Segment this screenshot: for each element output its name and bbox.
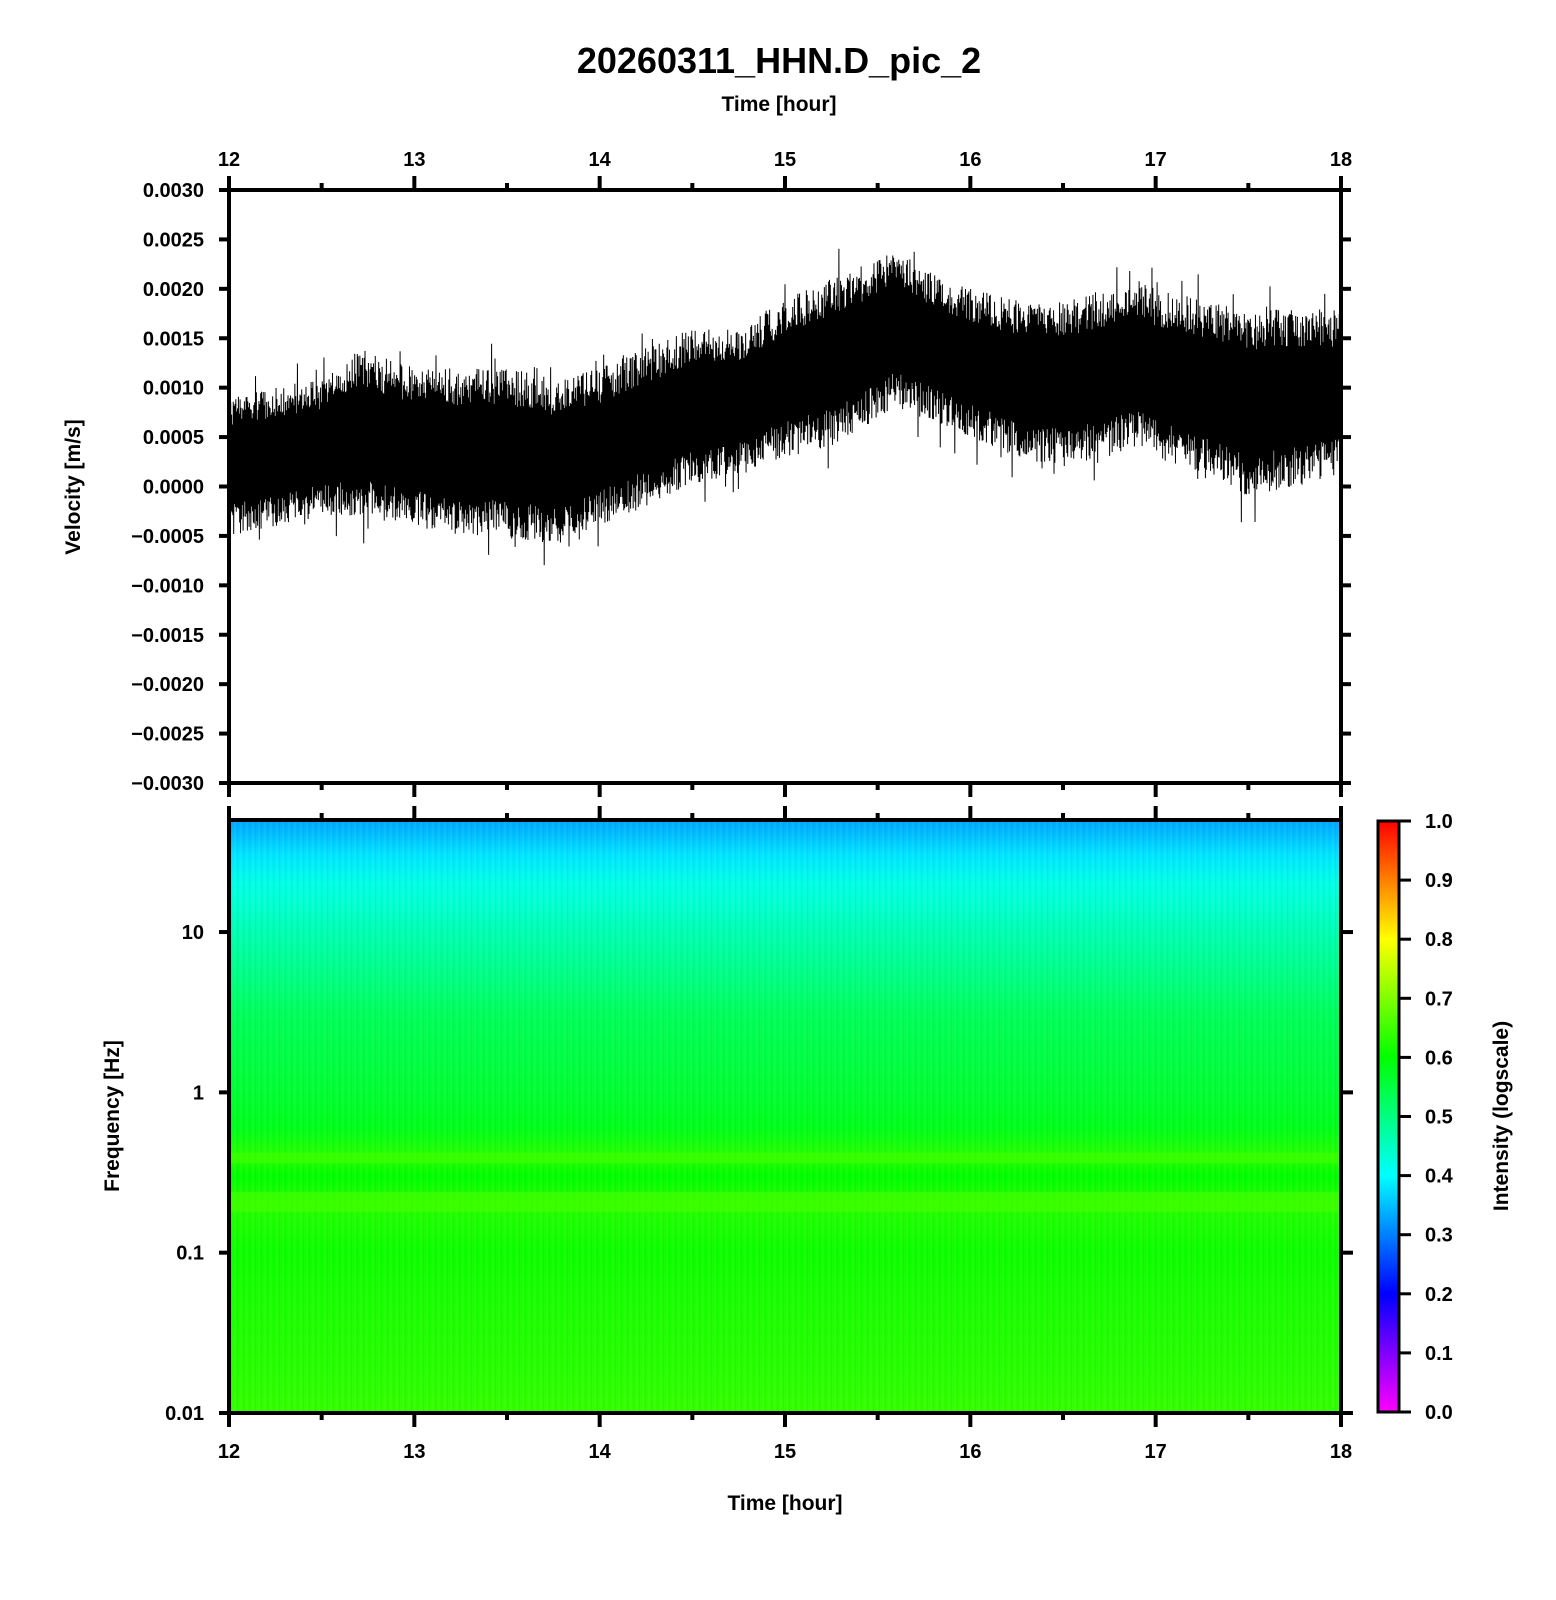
top-x-axis-label: Time [hour] xyxy=(721,93,836,116)
colorbar-gradient xyxy=(1376,819,1401,1414)
waveform-y-tick-label: 0.0015 xyxy=(143,328,204,350)
waveform-y-tick-label: −0.0025 xyxy=(131,724,204,746)
waveform-top-x-tick-label: 14 xyxy=(589,149,612,171)
spectrogram-bottom-x-tick-label: 17 xyxy=(1145,1441,1167,1463)
spectrogram-band xyxy=(229,1191,1341,1212)
spectrogram-bottom-x-tick-label: 13 xyxy=(403,1441,425,1463)
colorbar-tick-label: 0.1 xyxy=(1425,1343,1453,1365)
spectrogram-bottom-x-tick-label: 18 xyxy=(1330,1441,1352,1463)
spectrogram-band xyxy=(229,1152,1341,1164)
spectrogram-bottom-x-tick-label: 16 xyxy=(959,1441,981,1463)
velocity-waveform-trace xyxy=(228,248,1342,566)
bottom-x-axis-label: Time [hour] xyxy=(727,1492,842,1515)
waveform-y-tick-label: 0.0005 xyxy=(143,427,204,449)
waveform-bottom-x-ticks xyxy=(227,783,1343,797)
waveform-top-x-tick-label: 17 xyxy=(1145,149,1167,171)
spectrogram-y-tick-label: 10 xyxy=(182,922,204,944)
waveform-y-tick-label: 0.0025 xyxy=(143,229,204,251)
waveform-panel: 12 13 14 15 16 17 18 0.00300.00250.00200.00150… xyxy=(62,149,1352,797)
colorbar-tick-label: 0.2 xyxy=(1425,1284,1453,1306)
waveform-top-x-tick-label: 13 xyxy=(403,149,425,171)
spectrogram-y-tick-label: 0.01 xyxy=(165,1403,204,1425)
colorbar-tick-label: 0.9 xyxy=(1425,870,1453,892)
colorbar-tick-label: 0.6 xyxy=(1425,1047,1453,1069)
waveform-y-tick-label: −0.0030 xyxy=(131,773,204,795)
waveform-y-tick-label: −0.0020 xyxy=(131,674,204,696)
spectrogram-y-axis-label: Frequency [Hz] xyxy=(101,1040,124,1192)
waveform-y-tick-label: −0.0010 xyxy=(131,575,204,597)
colorbar-tick-label: 0.7 xyxy=(1425,988,1453,1010)
waveform-top-x-tick-label: 18 xyxy=(1330,149,1352,171)
waveform-y-tick-label: 0.0030 xyxy=(143,180,204,202)
waveform-y-tick-label: 0.0010 xyxy=(143,378,204,400)
colorbar-ticks: 0.0 0.1 0.2 0.3 0.4 0.5 0.6 0.7 0.8 0.9 1.0 xyxy=(1399,811,1454,1424)
spectrogram-panel: 12 13 14 15 16 17 18 0.01 0.1 1 10 Frequency [Hz]… xyxy=(101,806,1353,1515)
spectrogram-y-tick-label: 1 xyxy=(193,1082,204,1104)
colorbar-tick-label: 0.0 xyxy=(1425,1402,1453,1424)
waveform-y-tick-label: −0.0015 xyxy=(131,625,204,647)
waveform-top-x-ticks: 12 13 14 15 16 17 18 xyxy=(218,149,1352,190)
colorbar-tick-label: 0.8 xyxy=(1425,929,1453,951)
spectrogram-y-ticks: 0.01 0.1 1 10 xyxy=(165,922,1353,1425)
spectrogram-bands xyxy=(229,1152,1341,1212)
spectrogram-bottom-x-tick-label: 14 xyxy=(589,1441,612,1463)
waveform-y-tick-label: 0.0000 xyxy=(143,477,204,499)
spectrogram-bottom-x-tick-label: 12 xyxy=(218,1441,240,1463)
waveform-y-axis-label: Velocity [m/s] xyxy=(62,419,85,554)
colorbar-label: Intensity (logscale) xyxy=(1490,1021,1513,1211)
colorbar-tick-label: 1.0 xyxy=(1425,811,1453,833)
waveform-top-x-tick-label: 12 xyxy=(218,149,240,171)
colorbar-tick-label: 0.3 xyxy=(1425,1225,1453,1247)
chart-title: 20260311_HHN.D_pic_2 xyxy=(577,40,981,81)
spectrogram-texture xyxy=(229,820,1341,1413)
waveform-y-tick-label: 0.0020 xyxy=(143,279,204,301)
waveform-y-tick-label: −0.0005 xyxy=(131,526,204,548)
waveform-top-x-tick-label: 16 xyxy=(959,149,981,171)
waveform-y-ticks: 0.0030 0.0025 0.0020 0.0015 0.0010 0.0005 0.00… xyxy=(131,180,1351,795)
spectrogram-y-tick-label: 0.1 xyxy=(176,1243,204,1265)
waveform-top-x-tick-label: 15 xyxy=(774,149,796,171)
colorbar-tick-label: 0.4 xyxy=(1425,1166,1454,1188)
spectrogram-bottom-x-tick-label: 15 xyxy=(774,1441,796,1463)
spectrogram-top-x-ticks xyxy=(227,806,1343,820)
spectrogram-bottom-x-ticks: 12 13 14 15 16 17 18 xyxy=(218,1413,1352,1463)
colorbar-tick-label: 0.5 xyxy=(1425,1107,1453,1129)
colorbar: 0.0 0.1 0.2 0.3 0.4 0.5 0.6 0.7 0.8 0.9 1.0 Intens… xyxy=(1376,811,1513,1424)
